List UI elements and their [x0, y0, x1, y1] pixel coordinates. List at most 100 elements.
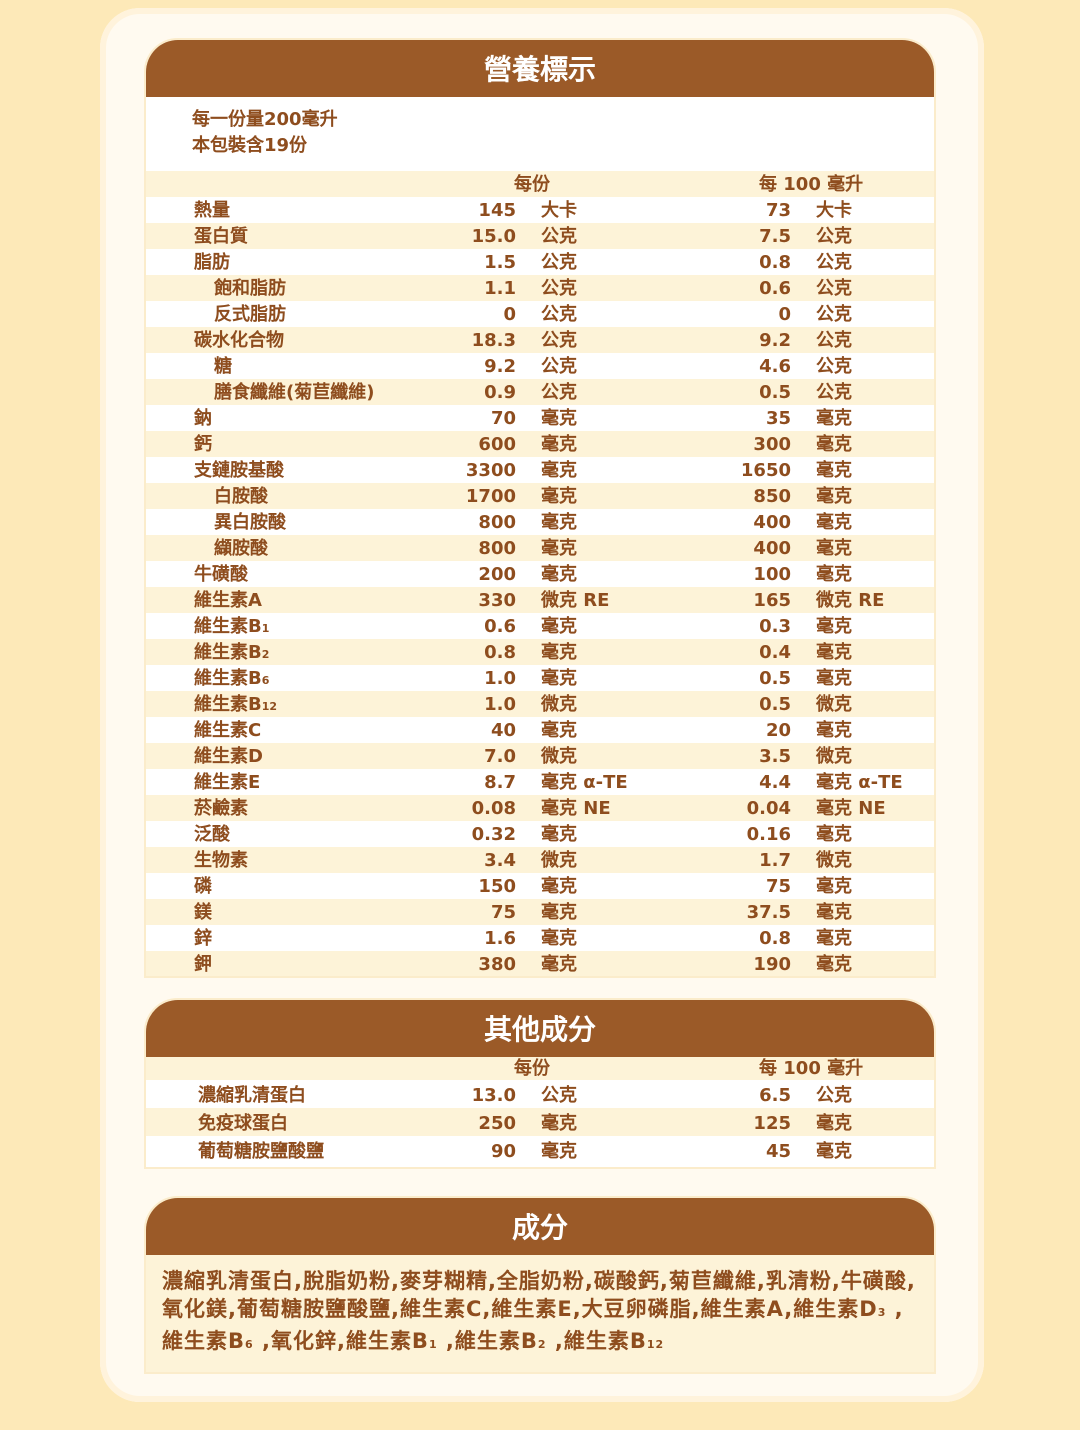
nutrient-name: 維生素E [194, 769, 260, 797]
per-100ml-value: 0.3 [759, 616, 791, 637]
table-row: 鋅 1.6 毫克 0.8 毫克 [146, 925, 934, 951]
per-serving-unit: 微克 RE [541, 590, 610, 611]
nutrient-name-text: 葡萄糖胺鹽酸鹽 [198, 1141, 324, 1162]
servings-per-pack: 本包裝含19份 [192, 135, 308, 156]
per-100ml-value: 125 [753, 1113, 791, 1134]
table-row: 維生素D 7.0 微克 3.5 微克 [146, 743, 934, 769]
per-serving-value: 800 [478, 512, 516, 533]
nutrient-name-text: 菸鹼素 [194, 798, 248, 819]
nutrient-name: 異白胺酸 [214, 509, 286, 537]
nutrient-name: 葡萄糖胺鹽酸鹽 [198, 1136, 324, 1167]
nutrition-rows: 熱量 145 大卡 73 大卡 蛋白質 15.0 公克 7.5 公克 脂肪 1.5 公克 0.8 公克 飽和脂… [146, 197, 934, 976]
per-serving-value: 1.0 [484, 694, 516, 715]
nutrient-name: 蛋白質 [194, 223, 248, 251]
nutrient-name-text: 異白胺酸 [214, 512, 286, 533]
per-100ml-value: 20 [765, 720, 791, 741]
ingredients-text-part: ,維生素B [546, 1329, 647, 1353]
table-row: 維生素B6 1.0 毫克 0.5 毫克 [146, 665, 934, 691]
subscript: 6 [245, 1338, 254, 1351]
other-title: 其他成分 [146, 1000, 934, 1057]
per-serving-unit: 微克 [541, 694, 577, 715]
per-serving-value: 0.6 [484, 616, 516, 637]
nutrient-name: 碳水化合物 [194, 327, 284, 355]
table-row: 免疫球蛋白 250 毫克 125 毫克 [146, 1108, 934, 1136]
per-serving-value: 380 [478, 954, 516, 975]
per-serving-unit: 公克 [541, 226, 577, 247]
table-row: 菸鹼素 0.08 毫克 NE 0.04 毫克 NE [146, 795, 934, 821]
nutrient-name: 纈胺酸 [214, 535, 268, 563]
nutrient-name-text: 鈉 [194, 408, 212, 429]
per-serving-unit: 微克 [541, 850, 577, 871]
nutrient-name: 反式脂肪 [214, 301, 286, 329]
table-row: 維生素C 40 毫克 20 毫克 [146, 717, 934, 743]
nutrient-name: 維生素A [194, 587, 262, 615]
per-100ml-unit: 公克 [816, 330, 852, 351]
per-100ml-value: 37.5 [746, 902, 791, 923]
per-serving-value: 330 [478, 590, 516, 611]
per-100ml-value: 850 [753, 486, 791, 507]
per-100ml-unit: 公克 [816, 278, 852, 299]
table-row: 磷 150 毫克 75 毫克 [146, 873, 934, 899]
nutrient-name-text: 濃縮乳清蛋白 [198, 1085, 306, 1106]
per-100ml-value: 0.6 [759, 278, 791, 299]
per-100ml-unit: 毫克 [816, 1141, 852, 1162]
ingredients-text-part: ,氧化鋅,維生素B [253, 1329, 429, 1353]
table-row: 泛酸 0.32 毫克 0.16 毫克 [146, 821, 934, 847]
table-row: 牛磺酸 200 毫克 100 毫克 [146, 561, 934, 587]
nutrient-name-text: 支鏈胺基酸 [194, 460, 284, 481]
col-per-serving: 每份 [514, 174, 550, 195]
per-serving-value: 0.32 [471, 824, 516, 845]
table-row: 維生素B12 1.0 微克 0.5 微克 [146, 691, 934, 717]
nutrient-name-text: 生物素 [194, 850, 248, 871]
serving-info: 每一份量200毫升 本包裝含19份 [146, 97, 934, 171]
nutrient-name: 鎂 [194, 899, 212, 927]
per-serving-value: 0 [503, 304, 516, 325]
nutrient-name-text: 蛋白質 [194, 226, 248, 247]
per-100ml-value: 4.6 [759, 356, 791, 377]
table-row: 葡萄糖胺鹽酸鹽 90 毫克 45 毫克 [146, 1136, 934, 1164]
table-row: 鈣 600 毫克 300 毫克 [146, 431, 934, 457]
per-serving-unit: 大卡 [541, 200, 577, 221]
per-serving-value: 0.9 [484, 382, 516, 403]
nutrient-name-text: 鎂 [194, 902, 212, 923]
nutrient-name: 鋅 [194, 925, 212, 953]
ingredients-panel: 成分 濃縮乳清蛋白,脫脂奶粉,麥芽糊精,全脂奶粉,碳酸鈣,菊苣纖維,乳清粉,牛磺… [144, 1196, 936, 1374]
nutrient-name-text: 鈣 [194, 434, 212, 455]
per-100ml-unit: 微克 RE [816, 590, 885, 611]
per-100ml-unit: 公克 [816, 226, 852, 247]
subscript: 2 [537, 1338, 547, 1351]
per-100ml-unit: 毫克 [816, 512, 852, 533]
per-100ml-value: 45 [765, 1141, 791, 1162]
per-100ml-value: 1.7 [759, 850, 791, 871]
per-serving-value: 70 [490, 408, 516, 429]
per-serving-value: 3300 [465, 460, 516, 481]
per-serving-value: 13.0 [471, 1085, 516, 1106]
nutrient-name-text: 飽和脂肪 [214, 278, 286, 299]
per-100ml-unit: 毫克 α-TE [816, 772, 903, 793]
per-serving-value: 8.7 [484, 772, 516, 793]
nutrient-name: 鈣 [194, 431, 212, 459]
per-100ml-value: 0.04 [746, 798, 791, 819]
nutrient-name: 維生素B2 [194, 639, 269, 669]
nutrient-name-text: 碳水化合物 [194, 330, 284, 351]
table-row: 維生素E 8.7 毫克 α-TE 4.4 毫克 α-TE [146, 769, 934, 795]
nutrient-name: 飽和脂肪 [214, 275, 286, 303]
nutrient-name-text: 維生素B [194, 642, 262, 663]
per-serving-unit: 公克 [541, 278, 577, 299]
per-serving-value: 1.5 [484, 252, 516, 273]
per-100ml-unit: 毫克 [816, 876, 852, 897]
ingredients-title: 成分 [146, 1198, 934, 1255]
nutrient-name: 泛酸 [194, 821, 230, 849]
per-serving-value: 1700 [465, 486, 516, 507]
nutrient-name: 支鏈胺基酸 [194, 457, 284, 485]
per-100ml-unit: 毫克 [816, 1113, 852, 1134]
per-serving-unit: 毫克 [541, 642, 577, 663]
per-serving-value: 18.3 [471, 330, 516, 351]
nutrient-name: 維生素B1 [194, 613, 269, 643]
nutrient-name-text: 維生素B [194, 616, 262, 637]
table-row: 白胺酸 1700 毫克 850 毫克 [146, 483, 934, 509]
nutrient-name-text: 脂肪 [194, 252, 230, 273]
per-100ml-unit: 毫克 [816, 408, 852, 429]
per-100ml-value: 0.5 [759, 694, 791, 715]
per-serving-value: 9.2 [484, 356, 516, 377]
